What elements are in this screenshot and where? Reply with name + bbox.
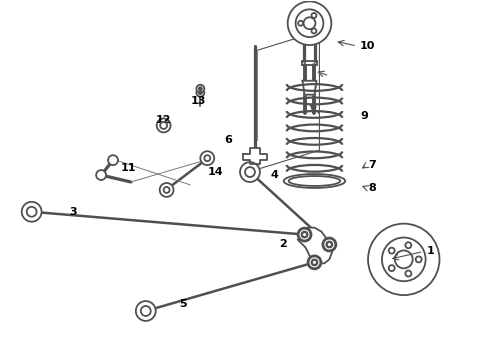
Circle shape [416, 256, 421, 262]
Circle shape [308, 255, 321, 269]
Circle shape [96, 170, 106, 180]
Text: 9: 9 [360, 111, 368, 121]
Circle shape [26, 207, 37, 217]
Circle shape [22, 202, 42, 222]
Circle shape [309, 256, 320, 268]
Text: 10: 10 [359, 41, 375, 51]
Circle shape [199, 87, 202, 90]
Circle shape [405, 271, 411, 276]
Circle shape [196, 89, 204, 96]
Text: 1: 1 [427, 247, 435, 256]
Circle shape [240, 162, 260, 182]
Circle shape [326, 242, 332, 247]
Circle shape [164, 187, 170, 193]
Text: 6: 6 [224, 135, 232, 145]
Circle shape [327, 242, 332, 247]
Circle shape [288, 1, 331, 45]
Circle shape [389, 248, 395, 253]
Text: 4: 4 [271, 170, 279, 180]
Polygon shape [302, 81, 317, 95]
Circle shape [312, 260, 317, 265]
Circle shape [323, 239, 335, 251]
Circle shape [405, 242, 411, 248]
Circle shape [136, 301, 156, 321]
Text: 11: 11 [121, 163, 137, 173]
Circle shape [295, 9, 323, 37]
Circle shape [301, 231, 308, 238]
Text: 2: 2 [279, 239, 287, 249]
Circle shape [141, 306, 151, 316]
Circle shape [389, 265, 395, 271]
Circle shape [199, 91, 202, 94]
Circle shape [108, 155, 118, 165]
Circle shape [382, 238, 426, 281]
Text: 14: 14 [207, 167, 223, 177]
Circle shape [160, 183, 173, 197]
Text: 3: 3 [70, 207, 77, 217]
Circle shape [160, 122, 167, 129]
Circle shape [196, 85, 204, 93]
Circle shape [322, 238, 336, 251]
Text: 13: 13 [191, 96, 206, 105]
Circle shape [302, 232, 307, 237]
Circle shape [204, 155, 210, 161]
Circle shape [297, 228, 312, 242]
Text: 8: 8 [368, 183, 376, 193]
Circle shape [312, 260, 318, 265]
Polygon shape [243, 148, 267, 164]
Text: 12: 12 [156, 116, 171, 126]
Circle shape [298, 229, 311, 240]
Circle shape [298, 21, 303, 26]
Text: 5: 5 [180, 299, 187, 309]
Circle shape [200, 151, 214, 165]
Circle shape [312, 28, 317, 33]
Circle shape [312, 13, 317, 18]
Text: 7: 7 [368, 160, 376, 170]
Circle shape [368, 224, 440, 295]
Circle shape [245, 167, 255, 177]
Circle shape [303, 17, 316, 29]
Polygon shape [297, 228, 332, 264]
Circle shape [395, 251, 413, 268]
Circle shape [157, 118, 171, 132]
